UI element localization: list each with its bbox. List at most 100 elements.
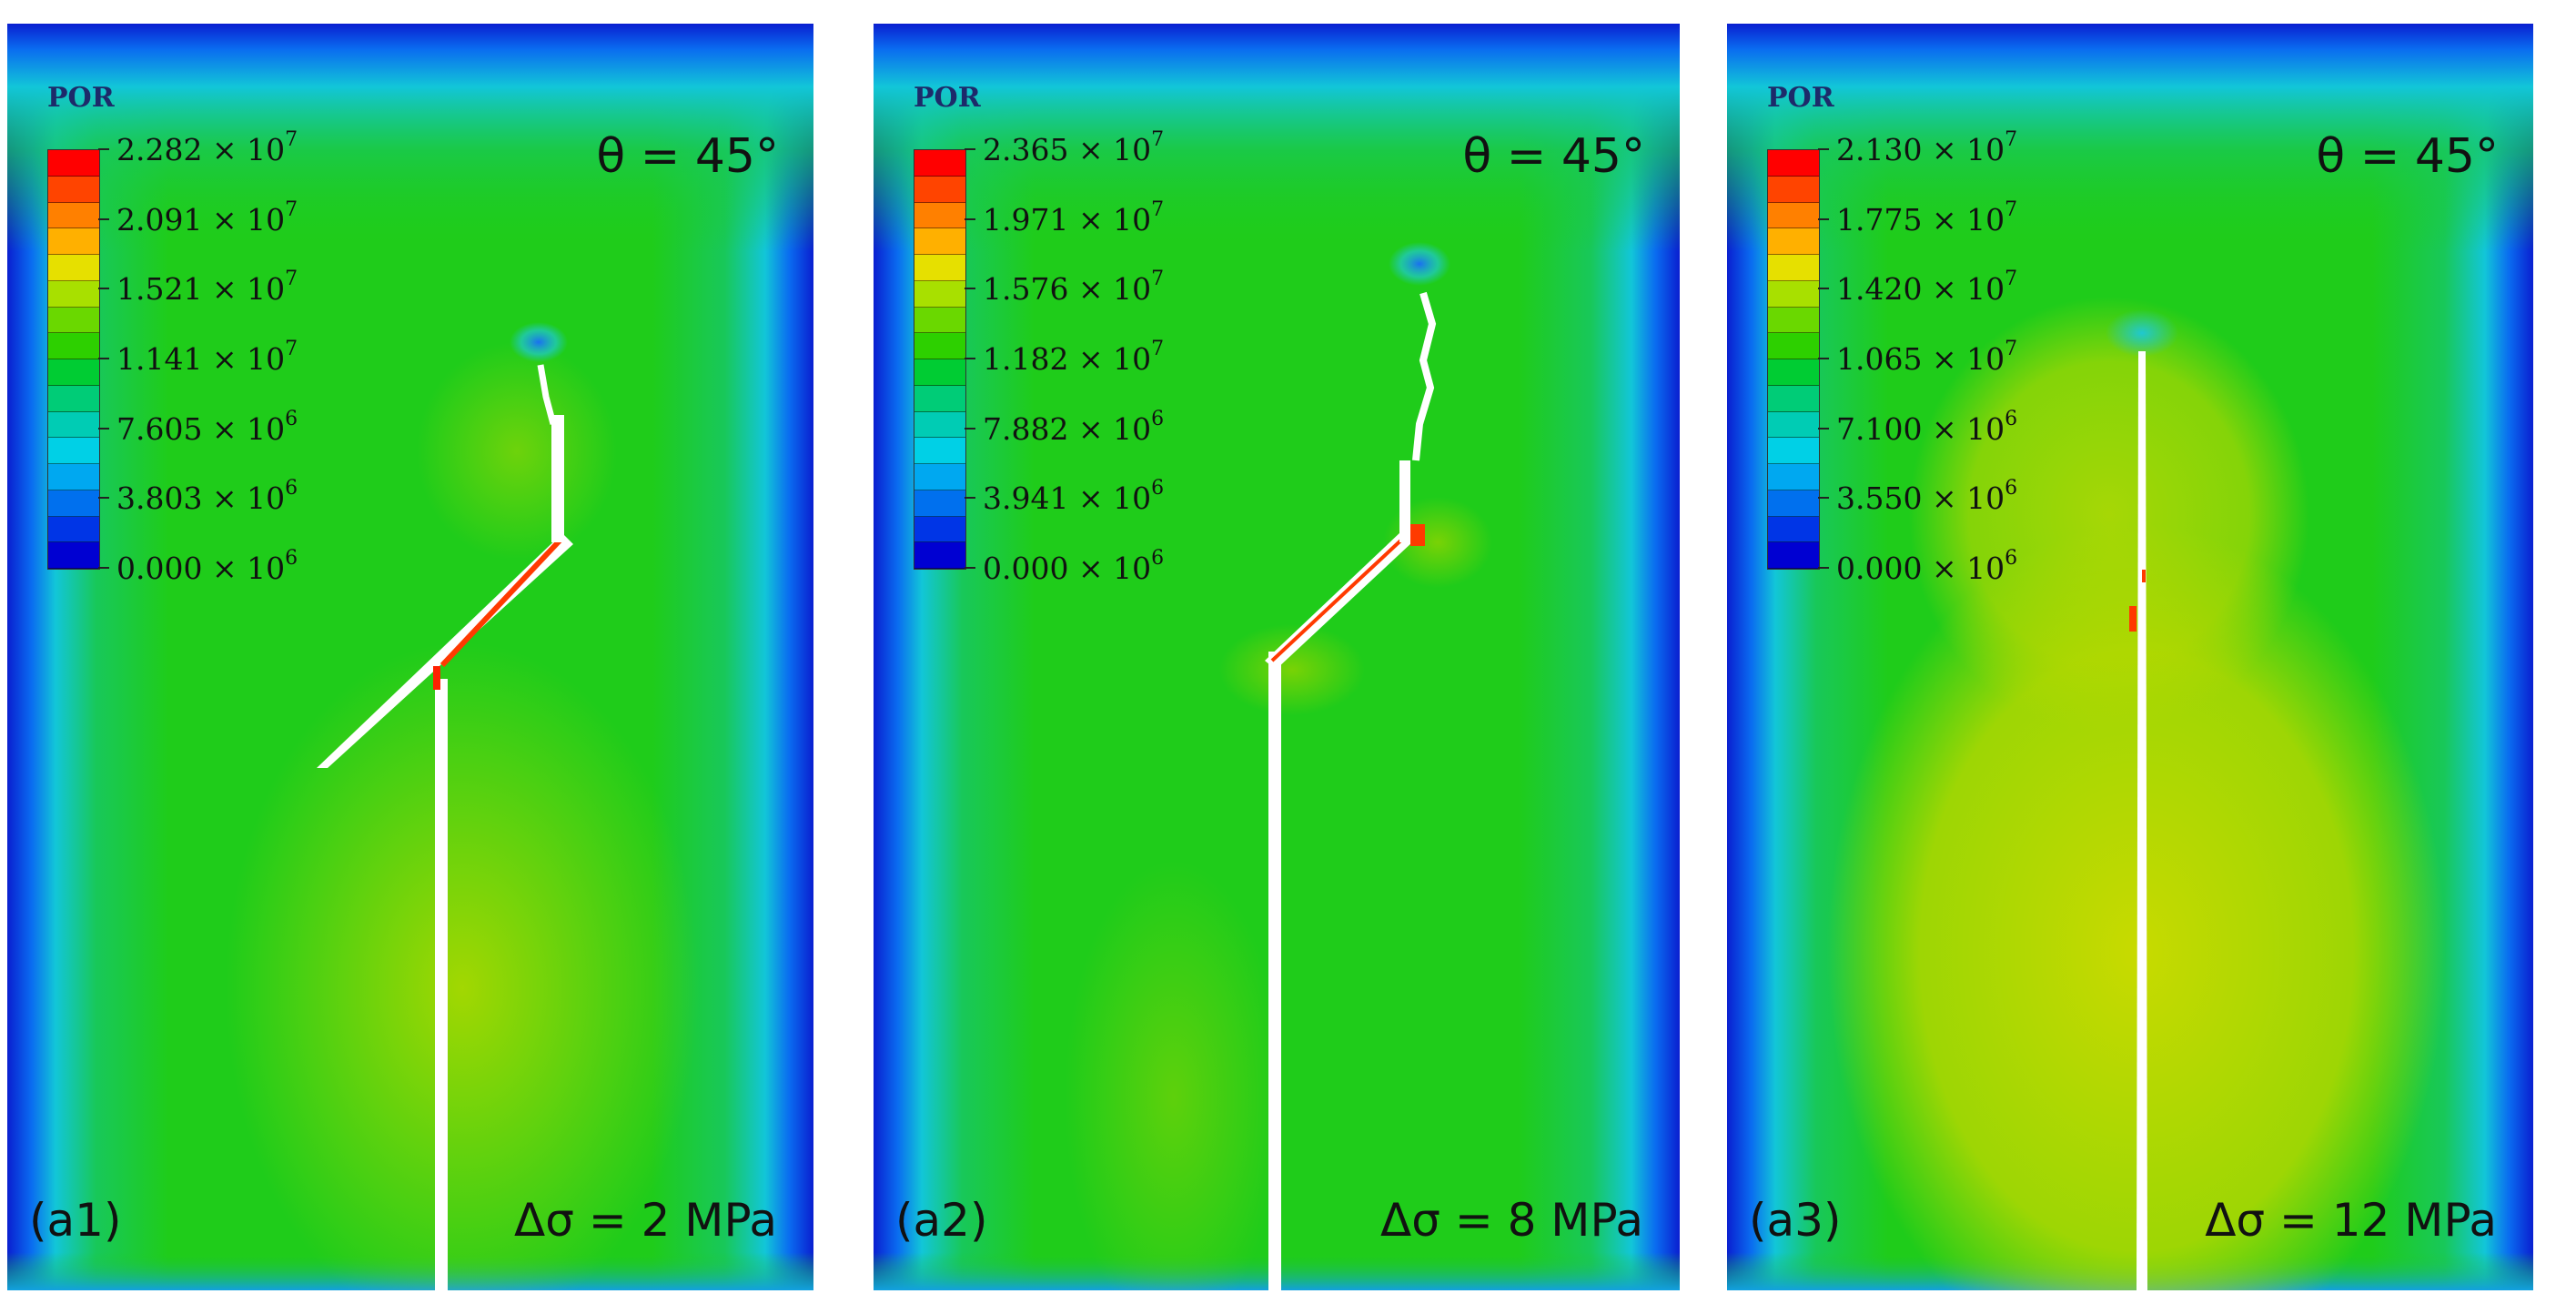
tick-mantissa: 3.803 × 10 <box>116 480 286 517</box>
color-bar-segment <box>914 464 965 490</box>
tick-exponent: 7 <box>285 338 298 360</box>
panel-a2: POR 2.365 × 107 1.971 × 107 1.576 × 107 1.1… <box>874 24 1680 1290</box>
color-bar <box>914 149 966 570</box>
panel-label: (a2) <box>895 1194 988 1247</box>
legend-tick-mark <box>98 567 109 569</box>
color-bar-segment <box>1768 255 1819 281</box>
legend-tick-mark <box>1818 288 1829 290</box>
tick-mantissa: 3.941 × 10 <box>983 480 1152 517</box>
legend-title: POR <box>47 82 115 114</box>
color-bar-segment <box>48 359 99 386</box>
tick-mantissa: 0.000 × 10 <box>1836 551 2005 586</box>
legend-tick-mark <box>965 427 975 430</box>
tick-exponent: 7 <box>285 128 298 151</box>
legend-tick-mark <box>1818 567 1829 569</box>
tick-exponent: 6 <box>285 477 298 500</box>
color-bar-segment <box>48 202 99 229</box>
legend-tick-label: 1.576 × 107 <box>983 269 1164 305</box>
legend-tick-label: 1.420 × 107 <box>1836 269 2017 308</box>
legend-tick-mark <box>1818 358 1829 359</box>
tick-mantissa: 2.130 × 10 <box>1836 132 2005 167</box>
color-bar-segment <box>914 542 965 569</box>
tick-mantissa: 1.971 × 10 <box>983 201 1152 238</box>
color-bar-segment <box>914 150 965 177</box>
color-bar-segment <box>914 255 965 281</box>
legend-tick-label: 2.365 × 107 <box>983 130 1164 166</box>
legend-tick-label: 1.971 × 107 <box>983 199 1164 238</box>
color-bar-segment <box>914 280 965 308</box>
tick-exponent: 6 <box>1151 547 1165 570</box>
tick-mantissa: 1.775 × 10 <box>1836 201 2005 238</box>
tick-exponent: 7 <box>1151 268 1165 291</box>
angle-label: θ = 45° <box>1462 129 1645 184</box>
color-bar-segment <box>48 176 99 203</box>
color-bar-segment <box>914 490 965 517</box>
legend-tick-mark <box>98 497 109 500</box>
color-bar-segment <box>48 333 99 359</box>
color-bar <box>1767 149 1820 570</box>
tick-mantissa: 0.000 × 10 <box>983 551 1152 586</box>
color-bar-segment <box>48 438 99 464</box>
color-bar-segment <box>1768 307 1819 334</box>
color-bar-segment <box>914 202 965 229</box>
legend-tick-label: 2.130 × 107 <box>1836 130 2017 167</box>
legend-tick-label: 7.882 × 106 <box>983 409 1164 444</box>
color-bar-segment <box>48 385 99 412</box>
legend-tick-mark <box>98 217 109 220</box>
stress-label: Δσ = 2 MPa <box>514 1194 777 1247</box>
legend-tick-label: 1.065 × 107 <box>1836 339 2017 377</box>
pore-pressure-field <box>1727 24 2533 1290</box>
color-bar-segment <box>914 411 965 439</box>
tick-exponent: 7 <box>2005 197 2018 221</box>
legend-tick-mark <box>98 148 109 150</box>
color-bar-segment <box>1768 150 1819 177</box>
tick-mantissa: 3.550 × 10 <box>1836 480 2005 517</box>
color-bar-segment <box>48 280 99 308</box>
legend-tick-label: 3.941 × 106 <box>983 479 1164 517</box>
legend-tick-label: 7.100 × 106 <box>1836 409 2017 444</box>
color-bar-segment <box>48 150 99 177</box>
legend-tick-mark <box>965 148 975 150</box>
tick-exponent: 6 <box>285 547 298 570</box>
legend-tick-label: 0.000 × 106 <box>116 549 298 584</box>
tick-exponent: 6 <box>1151 407 1165 430</box>
angle-label: θ = 45° <box>596 129 779 184</box>
color-bar-segment <box>1768 359 1819 386</box>
color-bar-segment <box>914 228 965 255</box>
color-bar-segment <box>48 464 99 490</box>
color-bar-segment <box>48 542 99 569</box>
color-bar-segment <box>914 333 965 359</box>
color-bar-segment <box>914 359 965 386</box>
pore-pressure-field <box>874 24 1680 1290</box>
legend-tick-mark <box>98 288 109 290</box>
color-bar-segment <box>1768 176 1819 203</box>
panel-label: (a1) <box>29 1194 122 1247</box>
panel-a1: POR 2.282 × 107 2.091 × 107 1.521 × 107 1.1… <box>7 24 813 1290</box>
color-bar-segment <box>48 307 99 334</box>
legend-tick-mark <box>98 358 109 359</box>
color-bar-segment <box>48 255 99 281</box>
color-bar-segment <box>914 438 965 464</box>
color-bar-segment <box>48 490 99 517</box>
legend-tick-mark <box>965 288 975 290</box>
tick-exponent: 7 <box>2005 128 2018 151</box>
angle-label: θ = 45° <box>2316 129 2499 184</box>
tick-mantissa: 1.065 × 10 <box>1836 341 2005 377</box>
legend-tick-mark <box>1818 427 1829 430</box>
color-bar-segment <box>914 385 965 412</box>
tick-exponent: 7 <box>1151 128 1165 151</box>
tick-mantissa: 1.420 × 10 <box>1836 271 2005 308</box>
legend-tick-label: 1.141 × 107 <box>116 339 298 375</box>
tick-exponent: 6 <box>2005 547 2018 570</box>
color-bar-segment <box>1768 438 1819 464</box>
legend-title: POR <box>914 82 981 114</box>
tick-mantissa: 1.521 × 10 <box>116 271 286 308</box>
legend-tick-label: 2.091 × 107 <box>116 199 298 235</box>
legend-tick-label: 7.605 × 106 <box>116 409 298 447</box>
color-bar-segment <box>1768 280 1819 308</box>
legend-tick-label: 1.775 × 107 <box>1836 199 2017 238</box>
legend-tick-mark <box>965 358 975 359</box>
panel-label: (a3) <box>1749 1194 1842 1247</box>
legend-tick-mark <box>1818 497 1829 500</box>
tick-mantissa: 7.605 × 10 <box>116 410 286 447</box>
